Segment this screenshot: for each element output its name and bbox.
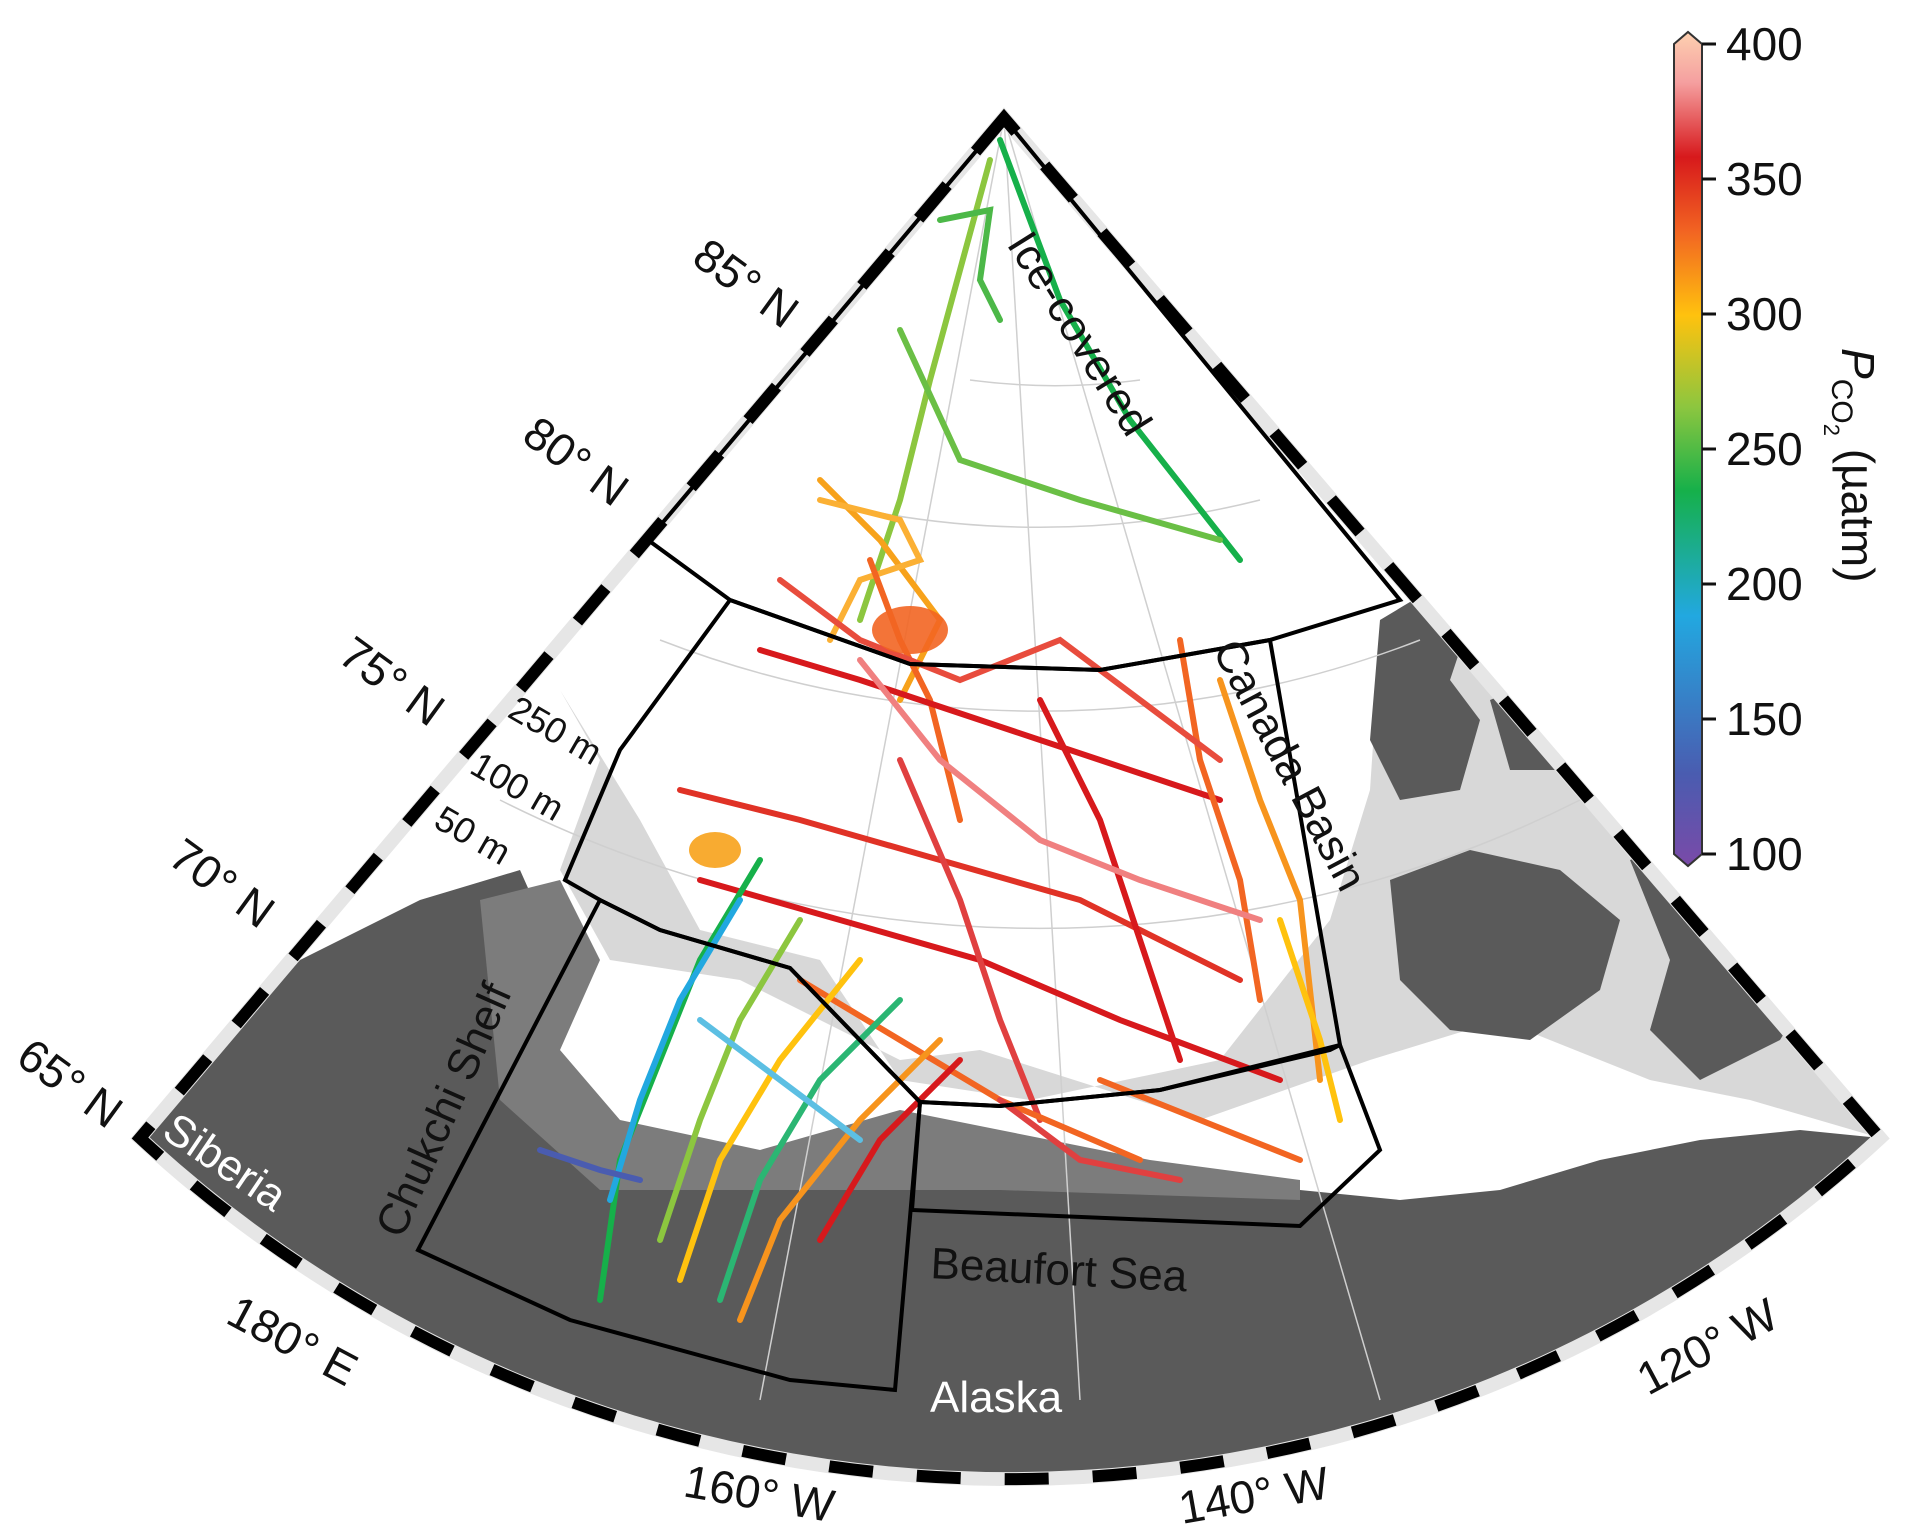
colorbar-bar — [1673, 30, 1703, 868]
colorbar-tick-100: 100 — [1726, 828, 1803, 880]
colorbar: 400 350 300 250 200 150 100 PCO2 (µatm) — [1673, 18, 1884, 880]
colorbar-ticks — [1702, 42, 1716, 856]
colorbar-label: PCO2 (µatm) — [1819, 348, 1884, 583]
colorbar-tick-200: 200 — [1726, 558, 1803, 610]
map-frame — [130, 107, 1890, 1487]
colorbar-tick-150: 150 — [1726, 693, 1803, 745]
colorbar-tick-400: 400 — [1726, 18, 1803, 70]
lat-label-80: 80° N — [514, 406, 638, 516]
region-beaufort-sea — [909, 1042, 1383, 1229]
dense-sampling-north — [872, 606, 948, 654]
lon-label-180e: 180° E — [219, 1285, 366, 1396]
region-chukchi-shelf — [415, 897, 923, 1393]
ship-tracks — [537, 137, 1343, 1323]
lat-label-85: 85° N — [684, 228, 808, 338]
shelf-dark — [480, 880, 1300, 1200]
region-outlines — [415, 114, 1404, 1393]
lat-label-70: 70° N — [160, 828, 284, 938]
colorbar-label-unit: (µatm) — [1832, 436, 1884, 583]
colorbar-tick-250: 250 — [1726, 423, 1803, 475]
land-archipelago-2 — [1390, 850, 1620, 1040]
colorbar-label-sub2: 2 — [1819, 424, 1844, 436]
dense-sampling-west — [689, 832, 741, 868]
colorbar-tick-300: 300 — [1726, 288, 1803, 340]
place-label-alaska: Alaska — [930, 1373, 1063, 1422]
colorbar-label-main: P — [1832, 348, 1884, 379]
colorbar-label-sub: CO — [1825, 379, 1858, 424]
lat-label-75: 75° N — [330, 626, 454, 736]
lat-label-65: 65° N — [8, 1028, 132, 1138]
colorbar-tick-350: 350 — [1726, 153, 1803, 205]
